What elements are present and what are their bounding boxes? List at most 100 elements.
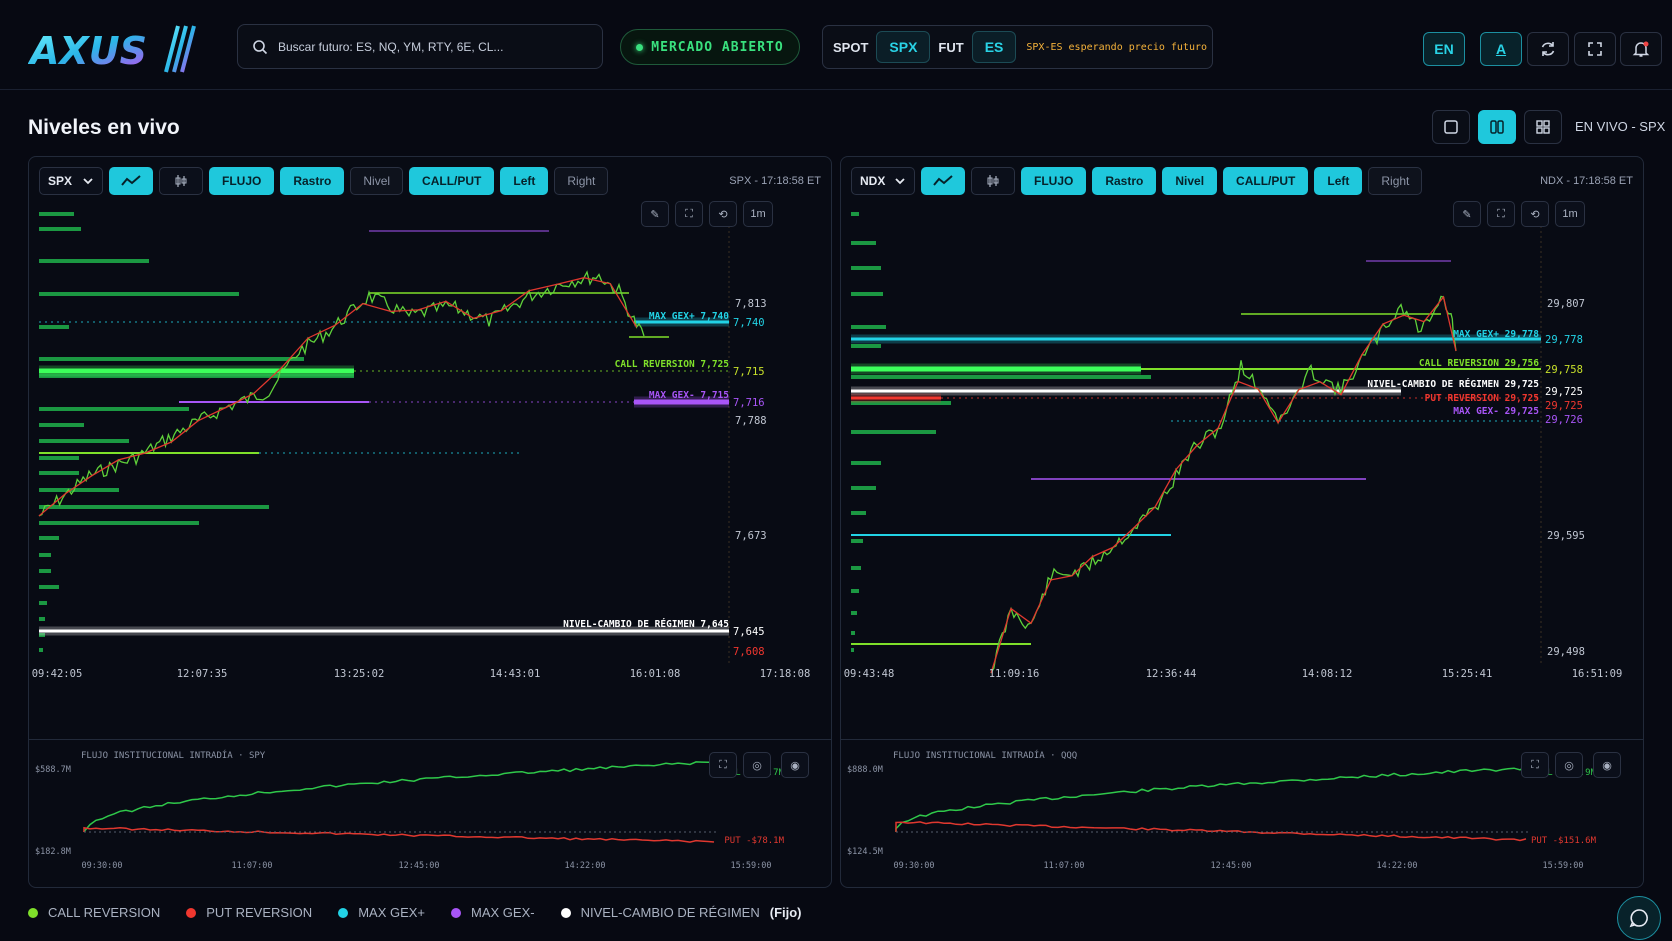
- volume-profile-bar: [39, 488, 119, 492]
- volume-profile-bar: [39, 633, 45, 637]
- flow-expand-button[interactable]: ⛶: [709, 752, 737, 778]
- interval-button[interactable]: 1m: [743, 201, 773, 227]
- volume-profile-bar: [39, 259, 149, 263]
- flow-reset-button[interactable]: ◎: [743, 752, 771, 778]
- call-flow-line: [895, 766, 1527, 832]
- expand-icon: ⛶: [685, 207, 693, 220]
- search-box[interactable]: [237, 24, 603, 69]
- draw-button[interactable]: ✎: [1453, 201, 1481, 227]
- legend-suffix: (Fijo): [769, 905, 802, 920]
- fullscreen-button[interactable]: [1574, 32, 1616, 66]
- flow-x-tick: 11:07:00: [232, 861, 273, 871]
- toggle-left-button[interactable]: Left: [1314, 167, 1363, 195]
- price-tag: 7,740: [733, 317, 765, 329]
- flow-title: FLUJO INSTITUCIONAL INTRADÍA · SPY: [81, 749, 266, 761]
- toggle-right-button[interactable]: Right: [554, 167, 609, 195]
- axus-logo[interactable]: AXUS: [28, 22, 198, 76]
- candle-chart-button[interactable]: [971, 167, 1015, 195]
- toggle-call-put-button[interactable]: CALL/PUT: [1223, 167, 1309, 195]
- layout-double-button[interactable]: [1478, 110, 1516, 144]
- price-chart[interactable]: MAX GEX+ 7,740 CALL REVERSION 7,725 MAX GE…: [29, 201, 831, 681]
- x-axis-tick: 15:25:41: [1442, 668, 1493, 680]
- font-style-label: A: [1495, 41, 1507, 57]
- toggle-right-button[interactable]: Right: [1368, 167, 1423, 195]
- price-tag: 29,725: [1545, 386, 1583, 398]
- toggle-flujo-button[interactable]: FLUJO: [209, 167, 275, 195]
- legend-item[interactable]: PUT REVERSION: [186, 905, 312, 920]
- chat-button[interactable]: [1617, 896, 1661, 940]
- legend-item[interactable]: NIVEL-CAMBIO DE RÉGIMEN (Fijo): [560, 905, 802, 920]
- toggle-call-put-button[interactable]: CALL/PUT: [409, 167, 495, 195]
- fut-label: FUT: [938, 39, 964, 55]
- flow-reset-button[interactable]: ◎: [1555, 752, 1583, 778]
- volume-profile-bar: [851, 430, 936, 434]
- legend-item[interactable]: CALL REVERSION: [28, 905, 160, 920]
- toggle-nivel-button[interactable]: Nivel: [350, 167, 404, 195]
- font-style-button[interactable]: A: [1480, 32, 1522, 66]
- candle-chart-button[interactable]: [159, 167, 203, 195]
- spot-chip[interactable]: SPX: [876, 31, 931, 63]
- line-chart-button[interactable]: [921, 167, 965, 195]
- layout-grid-button[interactable]: [1524, 110, 1562, 144]
- expand-button[interactable]: ⛶: [675, 201, 703, 227]
- volume-profile-bar: [851, 266, 881, 270]
- flow-x-tick: 15:59:00: [1543, 861, 1584, 871]
- legend-item[interactable]: MAX GEX-: [451, 905, 535, 920]
- flow-expand-button[interactable]: ⛶: [1521, 752, 1549, 778]
- flow-y-bottom: $182.8M: [35, 847, 71, 857]
- fullscreen-icon: [1588, 42, 1602, 56]
- reset-icon: ⟲: [1530, 208, 1540, 221]
- volume-profile-bar: [39, 357, 304, 361]
- symbol-select[interactable]: SPX: [39, 167, 103, 195]
- volume-profile-bar: [39, 553, 51, 557]
- x-axis-tick: 17:18:08: [760, 668, 811, 680]
- expand-button[interactable]: ⛶: [1487, 201, 1515, 227]
- toggle-rastro-button[interactable]: Rastro: [280, 167, 345, 195]
- volume-profile-bar: [39, 471, 79, 475]
- layout-single-button[interactable]: [1432, 110, 1470, 144]
- flow-x-tick: 12:45:00: [399, 861, 440, 871]
- legend-item[interactable]: MAX GEX+: [338, 905, 425, 920]
- volume-profile-bar: [851, 631, 855, 635]
- toggle-left-button[interactable]: Left: [500, 167, 549, 195]
- language-button[interactable]: EN: [1423, 32, 1465, 66]
- search-input[interactable]: [278, 39, 578, 54]
- two-pane-icon: [1490, 120, 1504, 134]
- reset-button[interactable]: ⟲: [1521, 201, 1549, 227]
- toggle-rastro-button[interactable]: Rastro: [1092, 167, 1157, 195]
- notifications-button[interactable]: [1620, 32, 1662, 66]
- draw-button[interactable]: ✎: [641, 201, 669, 227]
- legend-dot-icon: [560, 907, 571, 918]
- y-axis-tick: 7,788: [735, 415, 767, 427]
- x-axis-tick: 12:07:35: [177, 668, 228, 680]
- price-tag: 29,726: [1545, 414, 1583, 426]
- volume-profile-bar: [39, 227, 81, 231]
- flow-capture-button[interactable]: ◉: [1593, 752, 1621, 778]
- x-axis-tick: 12:36:44: [1146, 668, 1197, 680]
- price-tag: 29,758: [1545, 364, 1583, 376]
- put-flow-label: PUT -$151.6M: [1531, 836, 1597, 846]
- chevron-down-icon: [895, 178, 905, 185]
- symbol-select[interactable]: NDX: [851, 167, 915, 195]
- refresh-button[interactable]: [1527, 32, 1569, 66]
- flow-x-tick: 14:22:00: [565, 861, 606, 871]
- level-label: CALL REVERSION 29,756: [1419, 358, 1539, 369]
- toggle-nivel-button[interactable]: Nivel: [1162, 167, 1218, 195]
- toggle-flujo-button[interactable]: FLUJO: [1021, 167, 1087, 195]
- reset-button[interactable]: ⟲: [709, 201, 737, 227]
- volume-profile-bar: [39, 585, 59, 589]
- interval-button[interactable]: 1m: [1555, 201, 1585, 227]
- single-pane-icon: [1444, 120, 1458, 134]
- level-label: NIVEL-CAMBIO DE RÉGIMEN 7,645: [563, 618, 729, 630]
- call-flow-line: [83, 761, 715, 833]
- level-label: MAX GEX+ 29,778: [1453, 329, 1539, 340]
- x-axis-tick: 09:42:05: [32, 668, 83, 680]
- flow-capture-button[interactable]: ◉: [781, 752, 809, 778]
- market-status-badge: MERCADO ABIERTO: [620, 29, 800, 65]
- fut-chip[interactable]: ES: [971, 31, 1017, 63]
- price-tag: 29,778: [1545, 334, 1583, 346]
- price-chart[interactable]: MAX GEX+ 29,778 CALL REVERSION 29,756 NIVE…: [841, 201, 1643, 681]
- line-chart-button[interactable]: [109, 167, 153, 195]
- search-icon: [253, 39, 268, 54]
- bell-icon: [1632, 41, 1650, 57]
